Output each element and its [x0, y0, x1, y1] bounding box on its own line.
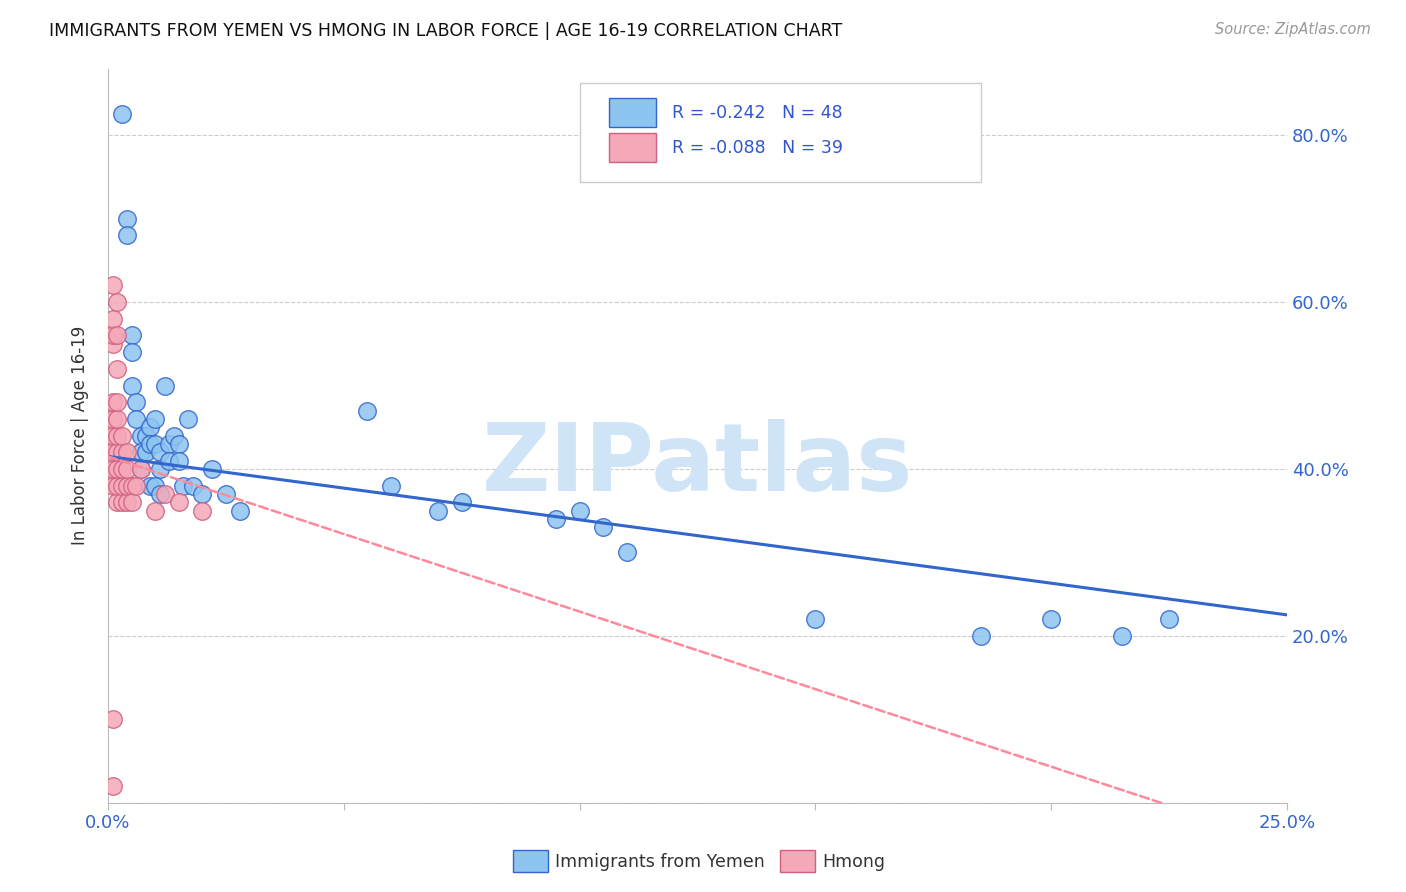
Point	[107, 462, 129, 476]
Point	[229, 503, 252, 517]
Point	[139, 437, 162, 451]
Point	[149, 487, 172, 501]
Point	[107, 295, 129, 310]
Point	[111, 107, 134, 121]
Point	[115, 228, 138, 243]
Point	[111, 445, 134, 459]
Point	[121, 495, 143, 509]
Point	[101, 445, 124, 459]
Point	[129, 428, 152, 442]
Point	[215, 487, 238, 501]
Point	[129, 462, 152, 476]
Point	[111, 462, 134, 476]
Point	[191, 487, 214, 501]
Point	[129, 462, 152, 476]
Point	[143, 437, 166, 451]
Point	[157, 453, 180, 467]
Point	[129, 445, 152, 459]
FancyBboxPatch shape	[579, 83, 980, 182]
Point	[115, 445, 138, 459]
Point	[167, 453, 190, 467]
Point	[101, 328, 124, 343]
Y-axis label: In Labor Force | Age 16-19: In Labor Force | Age 16-19	[72, 326, 89, 545]
Text: Hmong: Hmong	[823, 853, 886, 871]
Point	[139, 478, 162, 492]
Point	[427, 503, 450, 517]
Point	[125, 412, 148, 426]
Point	[356, 403, 378, 417]
Point	[101, 412, 124, 426]
Point	[969, 629, 991, 643]
Text: Source: ZipAtlas.com: Source: ZipAtlas.com	[1215, 22, 1371, 37]
Point	[157, 437, 180, 451]
Point	[121, 478, 143, 492]
Point	[177, 412, 200, 426]
Point	[1159, 612, 1181, 626]
Point	[101, 779, 124, 793]
Point	[191, 503, 214, 517]
Point	[101, 462, 124, 476]
Point	[135, 445, 157, 459]
Point	[135, 428, 157, 442]
Point	[167, 495, 190, 509]
Point	[101, 478, 124, 492]
Text: ZIPatlas: ZIPatlas	[482, 419, 914, 511]
Point	[107, 395, 129, 409]
Point	[568, 503, 591, 517]
Point	[450, 495, 472, 509]
Point	[121, 328, 143, 343]
Point	[804, 612, 827, 626]
Point	[1111, 629, 1133, 643]
Point	[143, 478, 166, 492]
Point	[139, 420, 162, 434]
Point	[125, 478, 148, 492]
Point	[107, 445, 129, 459]
Point	[111, 478, 134, 492]
Point	[167, 437, 190, 451]
Point	[115, 211, 138, 226]
Point	[163, 428, 186, 442]
Point	[101, 428, 124, 442]
Point	[111, 428, 134, 442]
Point	[115, 478, 138, 492]
Text: IMMIGRANTS FROM YEMEN VS HMONG IN LABOR FORCE | AGE 16-19 CORRELATION CHART: IMMIGRANTS FROM YEMEN VS HMONG IN LABOR …	[49, 22, 842, 40]
Point	[181, 478, 204, 492]
Point	[101, 712, 124, 726]
Point	[115, 495, 138, 509]
Point	[616, 545, 638, 559]
Point	[111, 495, 134, 509]
Point	[101, 311, 124, 326]
Point	[592, 520, 614, 534]
Point	[121, 345, 143, 359]
Point	[107, 428, 129, 442]
Point	[101, 395, 124, 409]
Text: R = -0.088   N = 39: R = -0.088 N = 39	[672, 139, 842, 157]
Point	[1040, 612, 1063, 626]
Point	[143, 412, 166, 426]
Point	[149, 445, 172, 459]
Point	[107, 412, 129, 426]
Point	[153, 487, 176, 501]
Point	[149, 462, 172, 476]
Point	[143, 503, 166, 517]
Point	[125, 395, 148, 409]
Point	[153, 378, 176, 392]
Point	[107, 495, 129, 509]
Point	[101, 336, 124, 351]
FancyBboxPatch shape	[609, 133, 657, 162]
Point	[201, 462, 224, 476]
Text: R = -0.242   N = 48: R = -0.242 N = 48	[672, 103, 842, 121]
Point	[101, 278, 124, 293]
Point	[107, 361, 129, 376]
Text: Immigrants from Yemen: Immigrants from Yemen	[555, 853, 765, 871]
Point	[172, 478, 194, 492]
Point	[380, 478, 402, 492]
Point	[107, 478, 129, 492]
Point	[107, 328, 129, 343]
Point	[115, 462, 138, 476]
FancyBboxPatch shape	[609, 98, 657, 128]
Point	[544, 512, 567, 526]
Point	[121, 378, 143, 392]
